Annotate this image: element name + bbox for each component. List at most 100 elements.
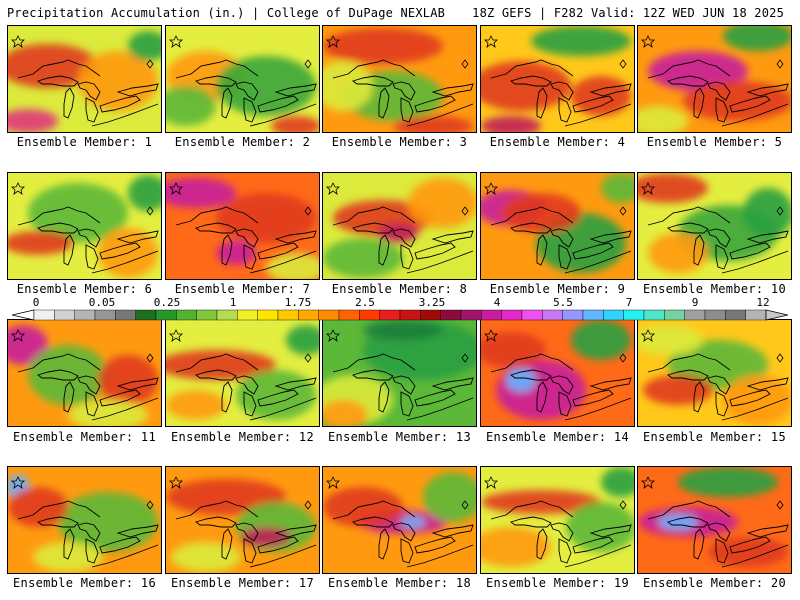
great-lakes-outline [484, 35, 632, 127]
great-lakes-outline [326, 329, 474, 421]
precip-map [166, 173, 319, 279]
precip-map [8, 467, 161, 573]
precip-map [481, 467, 634, 573]
precip-blob [571, 76, 631, 116]
ensemble-member-label: Ensemble Member: 16 [13, 576, 156, 590]
ensemble-member-label: Ensemble Member: 2 [174, 135, 311, 149]
precip-blob [708, 537, 788, 567]
precip-blob [481, 332, 546, 368]
great-lakes-outline [11, 329, 159, 421]
precip-blob [166, 178, 236, 208]
colorbar-min-arrow [12, 309, 35, 321]
ensemble-panel [7, 466, 162, 574]
precip-blob [216, 241, 256, 265]
precip-blob [8, 109, 58, 132]
precip-map [323, 467, 476, 573]
colorbar-swatch [501, 309, 523, 321]
map-title: Precipitation Accumulation (in.) | Colle… [7, 6, 446, 20]
ensemble-member-label: Ensemble Member: 12 [171, 430, 314, 444]
precip-blob [601, 173, 634, 203]
great-lakes-outline [169, 35, 317, 127]
colorbar-swatch [338, 309, 360, 321]
colorbar-swatch [481, 309, 502, 321]
colorbar-swatch [155, 309, 177, 321]
colorbar-swatch [196, 309, 218, 321]
precip-blob [323, 487, 403, 527]
ensemble-member-label: Ensemble Member: 18 [328, 576, 471, 590]
great-lakes-outline [484, 476, 632, 568]
colorbar-swatch [460, 309, 482, 321]
colorbar-swatch [603, 309, 624, 321]
precip-blob [236, 370, 316, 420]
ensemble-panel [322, 172, 477, 280]
ensemble-member-label: Ensemble Member: 1 [16, 135, 153, 149]
precip-map [166, 320, 319, 426]
precip-map [8, 320, 161, 426]
great-lakes-outline [11, 476, 159, 568]
great-lakes-outline [11, 182, 159, 274]
precip-blob [28, 345, 108, 405]
colorbar-swatch [664, 309, 685, 321]
ensemble-panel [637, 319, 792, 427]
colorbar-swatch [216, 309, 238, 321]
precip-blob [658, 514, 698, 530]
precip-blob [8, 487, 68, 527]
colorbar-swatch [135, 309, 157, 321]
ensemble-member-label: Ensemble Member: 6 [16, 282, 153, 296]
precip-blob [683, 81, 791, 121]
ensemble-member-label: Ensemble Member: 13 [328, 430, 471, 444]
great-lakes-outline [169, 476, 317, 568]
ensemble-panel [322, 25, 477, 133]
colorbar-swatch [277, 309, 299, 321]
precip-map [481, 320, 634, 426]
great-lakes-outline [326, 182, 474, 274]
great-lakes-outline [11, 35, 159, 127]
precip-blob [601, 467, 634, 497]
precip-blob [128, 31, 161, 61]
great-lakes-outline [484, 329, 632, 421]
precip-blob [501, 193, 581, 233]
precip-map [638, 26, 791, 132]
ensemble-panel [165, 319, 320, 427]
precip-blob [408, 178, 476, 228]
colorbar-swatch [94, 309, 116, 321]
precip-blob [58, 492, 158, 552]
ensemble-member-label: Ensemble Member: 8 [331, 282, 468, 296]
precip-blob [638, 325, 703, 355]
ensemble-panel [165, 172, 320, 280]
colorbar-tick-label: 0.25 [153, 296, 181, 309]
precip-map [323, 26, 476, 132]
ensemble-panel [637, 25, 792, 133]
precip-blob [323, 61, 373, 111]
ensemble-panel [322, 319, 477, 427]
precip-map [8, 26, 161, 132]
colorbar-swatch [542, 309, 563, 321]
colorbar-swatch [420, 309, 441, 321]
great-lakes-outline [169, 329, 317, 421]
colorbar-labels: 0 0.05 0.25 1 1.75 2.5 3.25 4 5.5 7 9 12 [0, 296, 800, 309]
precip-blob [481, 490, 601, 514]
precip-blob [378, 223, 418, 243]
precip-blob [363, 320, 443, 340]
ensemble-panel [7, 25, 162, 133]
ensemble-panel [637, 466, 792, 574]
colorbar-tick-label: 0.05 [88, 296, 116, 309]
precip-blob [566, 502, 634, 552]
precip-blob [166, 390, 226, 420]
precip-blob [423, 472, 476, 522]
ensemble-panel [322, 466, 477, 574]
colorbar-swatch [704, 309, 726, 321]
precip-blob [171, 542, 241, 572]
precip-blob [743, 188, 791, 238]
colorbar-swatch [399, 309, 421, 321]
precip-blob [216, 193, 316, 243]
ensemble-member-label: Ensemble Member: 7 [174, 282, 311, 296]
ensemble-member-label: Ensemble Member: 9 [489, 282, 626, 296]
colorbar-tick-label: 12 [756, 296, 770, 309]
colorbar-tick-label: 4 [493, 296, 501, 309]
great-lakes-outline [484, 182, 632, 274]
colorbar-swatch [115, 309, 136, 321]
colorbar-tick-label: 3.25 [418, 296, 446, 309]
precip-blob [8, 44, 98, 88]
precip-blob [481, 61, 571, 111]
